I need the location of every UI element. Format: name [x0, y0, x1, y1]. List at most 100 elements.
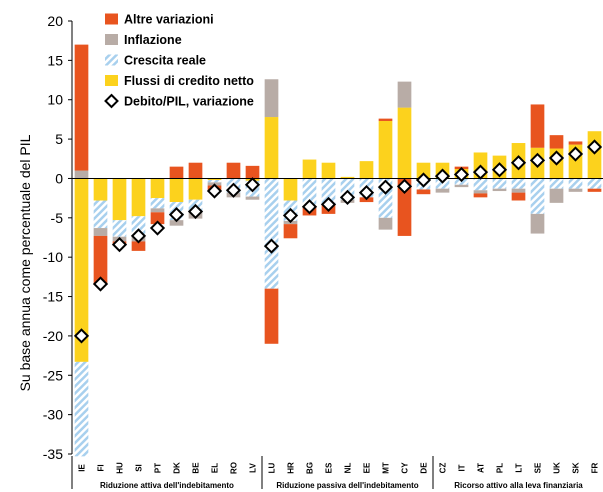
bar-inflazione-mt — [378, 217, 393, 230]
bar-altre-lu — [264, 288, 279, 344]
bar-inflazione-it — [454, 184, 469, 188]
x-tick-label: MT — [382, 462, 391, 474]
debt-marker-hu — [111, 236, 128, 253]
legend-swatch — [105, 75, 118, 86]
debt-marker-cz — [434, 168, 451, 184]
bar-crescita-uk — [549, 178, 564, 189]
legend-swatch — [105, 34, 118, 45]
bar-altre-de — [416, 189, 431, 195]
x-tick-label: SK — [572, 462, 581, 473]
x-tick-label: AT — [477, 463, 486, 473]
bar-flussi-mt — [378, 120, 393, 179]
bar-flussi-nl — [340, 176, 355, 179]
bar-inflazione-lt — [511, 188, 526, 193]
x-tick-label: PT — [154, 463, 163, 473]
x-tick-label: CZ — [439, 463, 448, 474]
debt-marker-bg — [301, 199, 318, 215]
bar-inflazione-dk — [169, 220, 184, 226]
bar-inflazione-pt — [150, 208, 165, 213]
bar-inflazione-lv — [245, 196, 260, 200]
x-tick-label: BE — [192, 462, 201, 474]
legend: Altre variazioni Inflazione Crescita reale… — [104, 13, 254, 109]
bar-crescita-hu — [112, 220, 127, 237]
bar-flussi-si — [131, 178, 146, 217]
bar-altre-sk — [568, 141, 583, 145]
debt-marker-be — [187, 203, 204, 220]
x-tick-label: EL — [211, 463, 220, 473]
bar-crescita-es — [321, 178, 336, 205]
bar-altre-mt — [378, 118, 393, 121]
x-tick-label: BG — [306, 462, 315, 474]
bar-crescita-fi — [93, 200, 108, 229]
y-tick-label: -25 — [43, 367, 63, 383]
debt-marker-uk — [548, 150, 565, 166]
bar-crescita-se — [530, 178, 545, 214]
bar-crescita-el — [207, 180, 222, 183]
bar-flussi-ie — [74, 178, 89, 362]
bar-altre-hr — [283, 224, 298, 239]
bar-crescita-pl — [492, 178, 507, 189]
y-axis-label: Su base annua come percentuale del PIL — [17, 134, 33, 391]
bar-altre-fi — [93, 235, 108, 285]
debt-marker-lu — [263, 238, 280, 254]
legend-swatch — [104, 93, 119, 109]
y-tick-label: 20 — [47, 13, 63, 29]
x-tick-label: HU — [116, 462, 125, 474]
bar-flussi-cy — [397, 107, 412, 179]
debt-marker-mt — [377, 179, 394, 195]
bar-altre-cy — [397, 178, 412, 236]
debt-marker-lt — [510, 155, 527, 171]
debt-marker-hr — [282, 207, 299, 224]
y-tick-label: 0 — [55, 170, 63, 186]
debt-marker-fi — [92, 276, 109, 292]
bar-crescita-bg — [302, 178, 317, 207]
y-tick-label: -35 — [43, 446, 63, 462]
debt-marker-ro — [225, 182, 242, 198]
bar-altre-se — [530, 104, 545, 148]
legend-label: Inflazione — [124, 33, 182, 47]
bar-inflazione-pl — [492, 188, 507, 192]
debt-marker-nl — [339, 189, 356, 205]
bar-flussi-de — [416, 162, 431, 179]
bar-altre-pt — [150, 212, 165, 225]
y-tick-label: -10 — [43, 249, 63, 265]
legend-swatch — [105, 13, 118, 25]
bar-flussi-el — [207, 178, 222, 181]
y-tick-label: 15 — [47, 52, 63, 68]
x-tick-label: RO — [230, 462, 239, 474]
bar-crescita-si — [131, 216, 146, 236]
debt-marker-it — [453, 166, 470, 183]
y-tick-label: -30 — [43, 407, 63, 423]
bar-inflazione-fi — [93, 228, 108, 236]
bar-altre-lt — [511, 192, 526, 201]
x-tick-label: SE — [534, 462, 543, 473]
bar-altre-at — [473, 193, 488, 198]
bar-altre-ro — [226, 162, 241, 179]
x-tick-label: IE — [78, 464, 87, 472]
bar-inflazione-ie — [74, 170, 89, 179]
bar-crescita-ie — [74, 361, 89, 457]
debt-marker-sk — [567, 146, 584, 162]
debt-marker-el — [206, 183, 223, 199]
bar-inflazione-uk — [549, 188, 564, 203]
bar-altre-uk — [549, 135, 564, 149]
bar-flussi-es — [321, 162, 336, 179]
bar-inflazione-cz — [435, 188, 450, 193]
debt-marker-es — [320, 196, 337, 213]
bar-flussi-hr — [283, 178, 298, 201]
legend-label: Debito/PIL, variazione — [124, 95, 254, 109]
bar-flussi-lu — [264, 117, 279, 179]
legend-label: Flussi di credito netto — [124, 74, 254, 88]
bar-altre-lv — [245, 165, 260, 179]
bar-inflazione-se — [530, 213, 545, 234]
bar-flussi-hu — [112, 178, 127, 221]
x-tick-label: UK — [553, 462, 562, 474]
legend-label: Crescita reale — [124, 54, 206, 68]
bar-crescita-at — [473, 178, 488, 191]
bar-flussi-fr — [587, 131, 602, 179]
bar-flussi-pt — [150, 178, 165, 199]
bar-crescita-fr — [587, 178, 602, 189]
bar-flussi-fi — [93, 178, 108, 201]
x-tick-label: CY — [401, 462, 410, 474]
